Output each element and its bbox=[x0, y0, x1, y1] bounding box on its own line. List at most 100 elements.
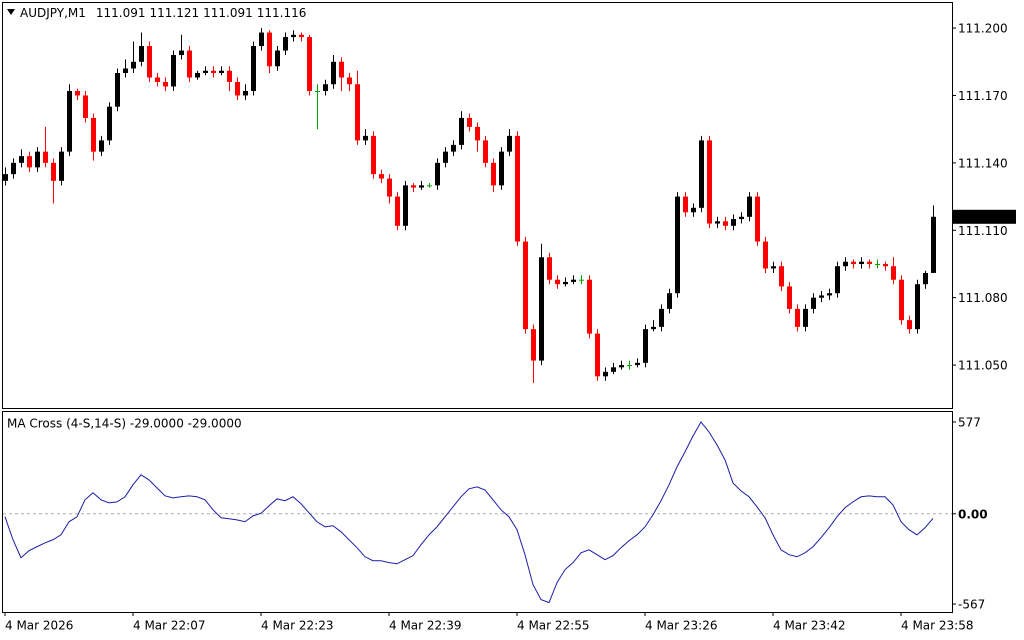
candle-body bbox=[539, 257, 544, 361]
candle-body bbox=[411, 185, 416, 188]
candle-body bbox=[11, 162, 16, 175]
x-tick-label: 4 Mar 2026 bbox=[5, 619, 73, 633]
candle-body bbox=[275, 50, 280, 67]
high-value: 111.121 bbox=[150, 6, 200, 20]
candle-body bbox=[139, 46, 144, 62]
candle-body bbox=[891, 266, 896, 280]
x-tick-label: 4 Mar 23:58 bbox=[901, 619, 974, 633]
candle-body bbox=[811, 297, 816, 309]
candle-body bbox=[107, 106, 112, 141]
candle-body bbox=[747, 196, 752, 217]
candle-body bbox=[843, 261, 848, 267]
candle-body bbox=[395, 196, 400, 226]
candle-body bbox=[571, 279, 576, 282]
y-tick-label: 111.110 bbox=[958, 224, 1008, 238]
candle-body bbox=[587, 279, 592, 334]
indicator-title: MA Cross (4-S,14-S) -29.0000 -29.0000 bbox=[7, 417, 242, 431]
candle-body bbox=[467, 117, 472, 127]
y-tick-label: 111.200 bbox=[958, 22, 1008, 36]
candle-body bbox=[691, 207, 696, 213]
candle-body bbox=[131, 61, 136, 69]
candle-body bbox=[307, 37, 312, 91]
candle-body bbox=[147, 46, 152, 78]
candle-body bbox=[907, 320, 912, 330]
symbol: AUDJPY,M1 bbox=[20, 6, 86, 20]
y-tick-label: 111.050 bbox=[958, 359, 1008, 373]
candle-body bbox=[291, 34, 296, 38]
open-value: 111.091 bbox=[96, 6, 146, 20]
candle-body bbox=[611, 367, 616, 372]
candle-body bbox=[339, 61, 344, 78]
candle-body bbox=[795, 308, 800, 327]
candle-body bbox=[347, 77, 352, 85]
candle-body bbox=[651, 326, 656, 330]
candle-body bbox=[267, 32, 272, 67]
candle-body bbox=[67, 90, 72, 152]
candle-body bbox=[627, 365, 632, 367]
candle-body bbox=[419, 185, 424, 188]
candle-body bbox=[43, 151, 48, 163]
candle-body bbox=[675, 196, 680, 294]
candle-body bbox=[443, 151, 448, 163]
candle-body bbox=[707, 140, 712, 224]
candle-body bbox=[563, 281, 568, 285]
candle-body bbox=[835, 266, 840, 294]
candle-body bbox=[363, 135, 368, 141]
candle-body bbox=[115, 72, 120, 107]
candle-body bbox=[459, 117, 464, 145]
candle-body bbox=[35, 151, 40, 168]
candle-body bbox=[355, 84, 360, 141]
candle-body bbox=[635, 362, 640, 366]
y-tick-label: 577 bbox=[958, 415, 981, 429]
candle-body bbox=[859, 261, 864, 264]
candle-body bbox=[659, 308, 664, 327]
candle-body bbox=[803, 308, 808, 327]
candle-body bbox=[867, 261, 872, 264]
candle-body bbox=[83, 95, 88, 118]
candle-body bbox=[499, 151, 504, 186]
candle-body bbox=[19, 156, 24, 163]
candle-body bbox=[475, 126, 480, 141]
candle-body bbox=[763, 241, 768, 269]
candle-body bbox=[851, 261, 856, 264]
candle-body bbox=[483, 140, 488, 163]
candle-body bbox=[91, 117, 96, 152]
candle-body bbox=[619, 365, 624, 368]
candle-body bbox=[827, 293, 832, 296]
candle-body bbox=[547, 257, 552, 280]
menu-arrow[interactable] bbox=[7, 9, 15, 15]
candle-body bbox=[283, 37, 288, 51]
candle-body bbox=[99, 140, 104, 152]
candle-body bbox=[323, 84, 328, 91]
candle-body bbox=[451, 144, 456, 152]
candle-body bbox=[243, 90, 248, 96]
indicator-pane bbox=[2, 411, 953, 613]
candle-body bbox=[59, 151, 64, 181]
candle-body bbox=[403, 185, 408, 226]
current-price-box bbox=[953, 209, 1016, 224]
candle-body bbox=[603, 371, 608, 377]
candle-body bbox=[491, 162, 496, 186]
candle-body bbox=[379, 174, 384, 179]
x-tick-label: 4 Mar 23:26 bbox=[645, 619, 718, 633]
candle-body bbox=[739, 216, 744, 220]
candle-body bbox=[259, 32, 264, 47]
x-tick-label: 4 Mar 22:07 bbox=[133, 619, 206, 633]
x-tick-label: 4 Mar 22:23 bbox=[261, 619, 334, 633]
candle-body bbox=[251, 46, 256, 91]
price-pane bbox=[2, 2, 953, 409]
indicator-line bbox=[4, 421, 934, 604]
candle-body bbox=[819, 295, 824, 298]
candle-body bbox=[179, 50, 184, 56]
candle-body bbox=[195, 72, 200, 78]
candle-body bbox=[523, 241, 528, 330]
y-tick-label: 111.080 bbox=[958, 291, 1008, 305]
candle-body bbox=[699, 140, 704, 208]
candle-body bbox=[3, 174, 8, 181]
y-tick-label: -567 bbox=[958, 598, 985, 612]
close-value: 111.116 bbox=[257, 6, 307, 20]
candle-body bbox=[227, 70, 232, 82]
candle-body bbox=[123, 68, 128, 73]
candle-body bbox=[515, 135, 520, 242]
